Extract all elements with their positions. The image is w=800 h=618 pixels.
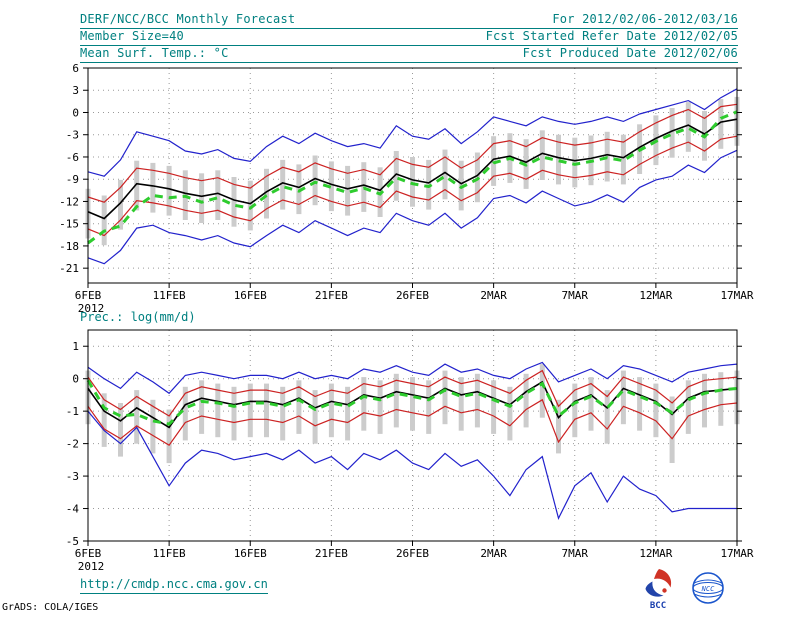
svg-text:11FEB: 11FEB bbox=[153, 289, 186, 302]
svg-text:1: 1 bbox=[72, 340, 79, 353]
svg-text:Prec.: log(mm/d): Prec.: log(mm/d) bbox=[80, 310, 196, 324]
svg-text:12MAR: 12MAR bbox=[639, 547, 672, 560]
fcst-produced-date: Fcst Produced Date 2012/02/06 bbox=[522, 46, 738, 60]
svg-text:-21: -21 bbox=[59, 262, 79, 275]
svg-text:21FEB: 21FEB bbox=[315, 547, 348, 560]
svg-text:-4: -4 bbox=[66, 503, 80, 516]
grads-credit: GrADS: COLA/IGES bbox=[2, 602, 99, 613]
svg-text:2MAR: 2MAR bbox=[480, 289, 507, 302]
svg-text:7MAR: 7MAR bbox=[562, 547, 589, 560]
svg-text:-1: -1 bbox=[66, 405, 79, 418]
svg-text:6: 6 bbox=[72, 62, 79, 75]
svg-text:-12: -12 bbox=[59, 195, 79, 208]
svg-text:0: 0 bbox=[72, 106, 79, 119]
ncc-globe-icon: NCC bbox=[692, 572, 724, 604]
svg-text:16FEB: 16FEB bbox=[234, 289, 267, 302]
svg-text:-15: -15 bbox=[59, 218, 79, 231]
svg-text:-3: -3 bbox=[66, 470, 79, 483]
svg-text:6FEB: 6FEB bbox=[75, 289, 102, 302]
temp-chart-title: Mean Surf. Temp.: °C bbox=[80, 46, 229, 60]
header-row-1: DERF/NCC/BCC Monthly Forecast For 2012/0… bbox=[80, 6, 738, 29]
svg-text:11FEB: 11FEB bbox=[153, 547, 186, 560]
svg-text:2MAR: 2MAR bbox=[480, 547, 507, 560]
bcc-logo: BCC bbox=[638, 568, 678, 611]
svg-text:-6: -6 bbox=[66, 151, 79, 164]
svg-text:16FEB: 16FEB bbox=[234, 547, 267, 560]
forecast-period: For 2012/02/06-2012/03/16 bbox=[552, 12, 738, 26]
svg-text:-9: -9 bbox=[66, 173, 79, 186]
svg-text:-3: -3 bbox=[66, 129, 79, 142]
svg-text:17MAR: 17MAR bbox=[720, 547, 753, 560]
svg-text:26FEB: 26FEB bbox=[396, 289, 429, 302]
svg-text:12MAR: 12MAR bbox=[639, 289, 672, 302]
bcc-swirl-icon bbox=[645, 569, 672, 597]
svg-text:7MAR: 7MAR bbox=[562, 289, 589, 302]
svg-text:26FEB: 26FEB bbox=[396, 547, 429, 560]
ncc-logo: NCC bbox=[686, 568, 730, 614]
svg-text:21FEB: 21FEB bbox=[315, 289, 348, 302]
svg-text:2012: 2012 bbox=[78, 302, 105, 315]
svg-text:0: 0 bbox=[72, 373, 79, 386]
svg-text:3: 3 bbox=[72, 84, 79, 97]
temperature-chart: 6 3 0 -3 -6 -9 -12 -15 -18 -21 6FEB 11FEB 16FEB 21FEB… bbox=[59, 62, 754, 315]
member-size-label: Member Size=40 bbox=[80, 29, 184, 43]
header-row-2: Member Size=40 Fcst Started Refer Date 2… bbox=[80, 28, 738, 46]
svg-text:2012: 2012 bbox=[78, 560, 105, 573]
source-url-link[interactable]: http://cmdp.ncc.cma.gov.cn bbox=[80, 577, 268, 594]
svg-text:6FEB: 6FEB bbox=[75, 547, 102, 560]
svg-text:-5: -5 bbox=[66, 535, 79, 548]
ncc-logo-label: NCC bbox=[701, 585, 715, 593]
svg-text:17MAR: 17MAR bbox=[720, 289, 753, 302]
svg-text:-2: -2 bbox=[66, 438, 79, 451]
fcst-started-date: Fcst Started Refer Date 2012/02/05 bbox=[485, 29, 738, 43]
bcc-logo-label: BCC bbox=[649, 601, 667, 611]
forecast-title: DERF/NCC/BCC Monthly Forecast bbox=[80, 12, 296, 26]
svg-text:-18: -18 bbox=[59, 240, 79, 253]
header-row-3: Mean Surf. Temp.: °C Fcst Produced Date … bbox=[80, 45, 738, 63]
